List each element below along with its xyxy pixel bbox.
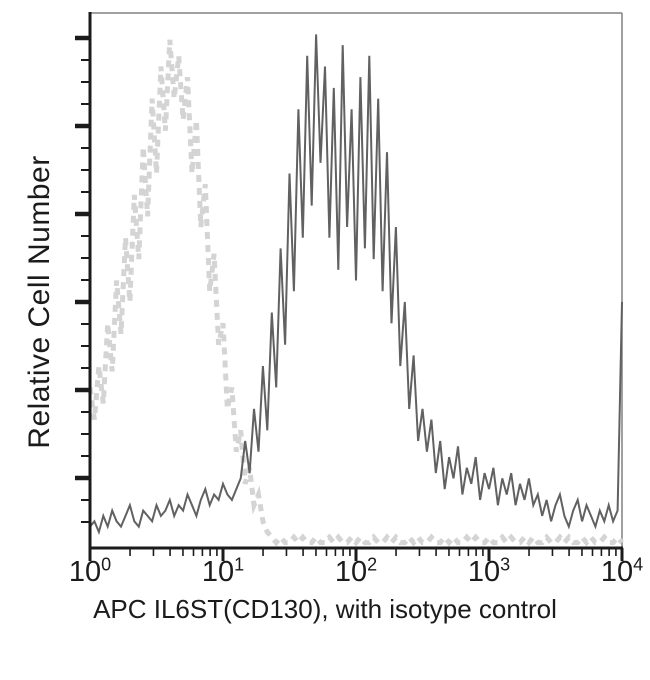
x-tick-exponent: 1: [234, 554, 245, 575]
x-tick-exponent: 3: [500, 554, 511, 575]
x-tick-exponent: 4: [633, 554, 644, 575]
x-axis-label: APC IL6ST(CD130), with isotype control: [93, 594, 557, 624]
antibody-curve: [89, 34, 623, 536]
x-tick-exponent: 2: [367, 554, 378, 575]
x-tick-label-10e4: 104: [600, 554, 644, 588]
x-tick-label-10e2: 102: [334, 554, 378, 588]
isotype-control-curve: [87, 39, 624, 547]
x-tick-label-10e0: 100: [68, 554, 112, 588]
x-tick-label-10e1: 101: [201, 554, 245, 588]
x-tick-label-10e3: 103: [467, 554, 511, 588]
y-axis-label: Relative Cell Number: [23, 155, 56, 449]
x-tick-exponent: 0: [101, 554, 112, 575]
